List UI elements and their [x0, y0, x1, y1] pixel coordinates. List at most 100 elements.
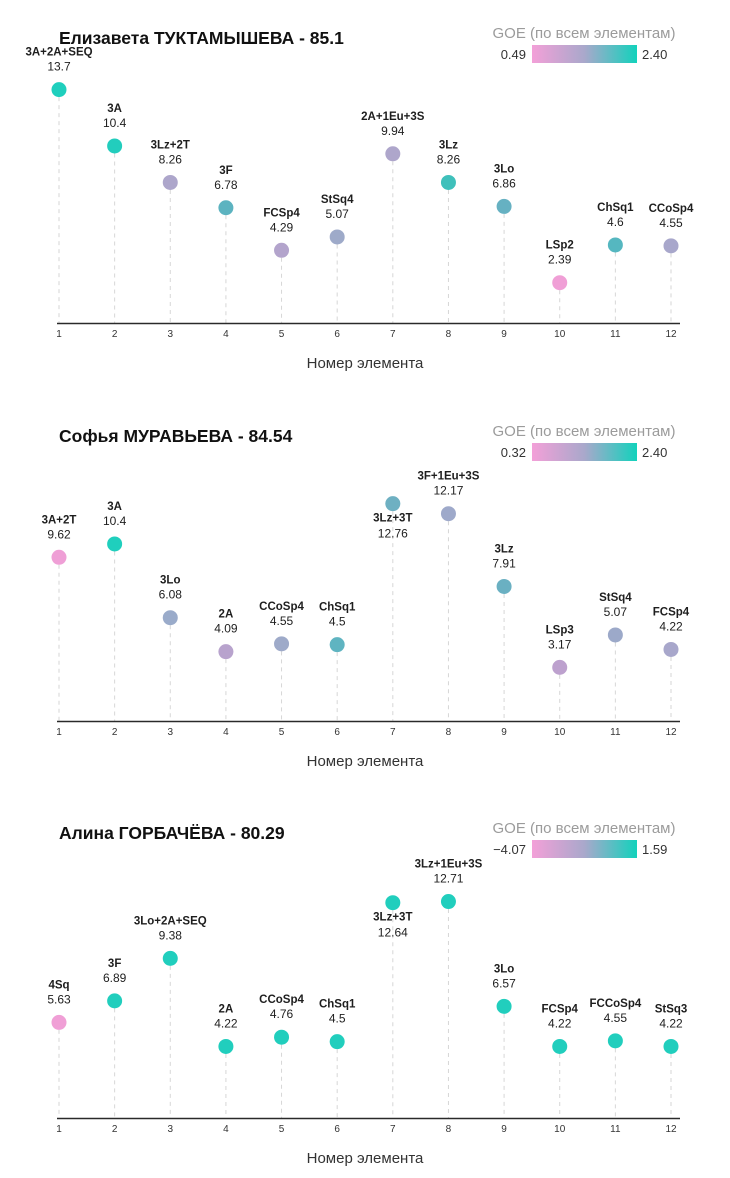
element-label: 2A: [219, 609, 234, 621]
legend-title: GOE (по всем элементам): [493, 25, 676, 42]
element-label: 3Lz: [439, 139, 458, 151]
element-label: 3Lo: [494, 963, 514, 975]
data-point: [218, 200, 234, 216]
element-label: FCSp4: [263, 207, 300, 219]
x-tick-label: 4: [223, 1124, 229, 1135]
x-tick-label: 4: [223, 329, 229, 340]
value-label: 9.38: [159, 928, 183, 942]
value-label: 4.22: [214, 1016, 238, 1030]
data-point: [218, 644, 234, 660]
value-label: 7.91: [492, 556, 516, 570]
value-label: 4.09: [214, 622, 238, 636]
value-label: 8.26: [159, 152, 183, 166]
data-point: [218, 1038, 234, 1054]
x-tick-label: 5: [279, 1124, 285, 1135]
value-label: 2.39: [548, 253, 572, 267]
data-point: [496, 998, 512, 1014]
value-label: 13.7: [47, 60, 71, 74]
data-point: [385, 496, 401, 512]
color-legend: GOE (по всем элементам) −4.07 1.59: [493, 820, 676, 858]
chart-panel: Алина ГОРБАЧЁВА - 80.29 GOE (по всем элем…: [47, 820, 687, 1167]
x-tick-label: 8: [446, 1124, 452, 1135]
data-point: [552, 275, 568, 291]
x-tick-label: 12: [665, 727, 677, 738]
value-label: 6.86: [492, 176, 516, 190]
value-label: 4.55: [270, 614, 294, 628]
x-tick-label: 11: [610, 329, 621, 340]
element-label: 3F: [108, 958, 121, 970]
element-label: StSq3: [655, 1003, 688, 1015]
element-label: StSq4: [321, 194, 354, 206]
data-point: [329, 1034, 345, 1050]
data-point: [274, 242, 290, 258]
x-tick-label: 8: [446, 329, 452, 340]
data-point: [385, 895, 401, 911]
data-point: [663, 238, 679, 254]
x-tick-label: 2: [112, 1124, 118, 1135]
value-label: 5.07: [326, 207, 350, 221]
x-tick-label: 9: [501, 1124, 507, 1135]
x-tick-label: 7: [390, 329, 396, 340]
value-label: 6.08: [159, 588, 183, 602]
element-label: 3Lo: [160, 575, 180, 587]
x-tick-label: 12: [665, 329, 677, 340]
value-label: 9.94: [381, 124, 405, 138]
chart-title: Елизавета ТУКТАМЫШЕВА - 85.1: [59, 28, 344, 48]
data-point: [162, 174, 178, 190]
data-point: [274, 1029, 290, 1045]
legend-colorbar: [532, 840, 637, 858]
element-label: 2A+1Eu+3S: [361, 111, 425, 123]
legend-min-label: 0.49: [501, 47, 526, 62]
x-tick-label: 12: [665, 1124, 677, 1135]
x-tick-label: 7: [390, 727, 396, 738]
legend-colorbar: [532, 443, 637, 461]
x-tick-label: 7: [390, 1124, 396, 1135]
x-tick-label: 3: [167, 1124, 173, 1135]
value-label: 4.29: [270, 220, 294, 234]
data-point: [107, 138, 123, 154]
x-tick-label: 4: [223, 727, 229, 738]
value-label: 6.57: [492, 976, 516, 990]
data-point: [552, 1038, 568, 1054]
value-label: 6.78: [214, 178, 238, 192]
x-tick-label: 10: [554, 329, 566, 340]
x-tick-label: 1: [56, 1124, 62, 1135]
data-point: [274, 636, 290, 652]
x-tick-label: 3: [167, 727, 173, 738]
element-label: 3Lz+3T: [373, 912, 412, 924]
x-tick-label: 5: [279, 727, 285, 738]
legend-max-label: 2.40: [642, 47, 667, 62]
x-tick-label: 6: [334, 727, 340, 738]
value-label: 4.22: [548, 1016, 572, 1030]
x-tick-label: 1: [56, 727, 62, 738]
element-label: 4Sq: [48, 979, 69, 991]
element-label: 3Lz+1Eu+3S: [415, 859, 483, 871]
data-series: 3A+2A+SEQ13.73A10.43Lz+2T8.263F6.78FCSp4…: [25, 47, 694, 324]
value-label: 4.5: [329, 1012, 346, 1026]
value-label: 3.17: [548, 637, 572, 651]
value-label: 5.07: [604, 605, 628, 619]
data-point: [440, 174, 456, 190]
element-label: 3A: [107, 103, 122, 115]
chart-panel: Елизавета ТУКТАМЫШЕВА - 85.1 GOE (по всем…: [25, 25, 694, 372]
element-label: 3Lz+2T: [151, 139, 190, 151]
data-point: [51, 1014, 67, 1030]
data-point: [385, 146, 401, 162]
x-tick-label: 2: [112, 727, 118, 738]
x-tick-label: 1: [56, 329, 62, 340]
element-label: CCoSp4: [259, 994, 304, 1006]
data-point: [663, 641, 679, 657]
data-point: [607, 1033, 623, 1049]
data-point: [552, 659, 568, 675]
data-point: [607, 627, 623, 643]
data-series: 4Sq5.633F6.893Lo+2A+SEQ9.382A4.22CCoSp44…: [47, 859, 687, 1119]
data-point: [496, 198, 512, 214]
element-label: 3A+2A+SEQ: [25, 47, 92, 59]
element-label: ChSq1: [319, 999, 356, 1011]
data-point: [107, 993, 123, 1009]
element-label: 3A+2T: [42, 514, 77, 526]
legend-title: GOE (по всем элементам): [493, 820, 676, 837]
x-axis-label: Номер элемента: [307, 355, 424, 372]
color-legend: GOE (по всем элементам) 0.32 2.40: [493, 423, 675, 461]
